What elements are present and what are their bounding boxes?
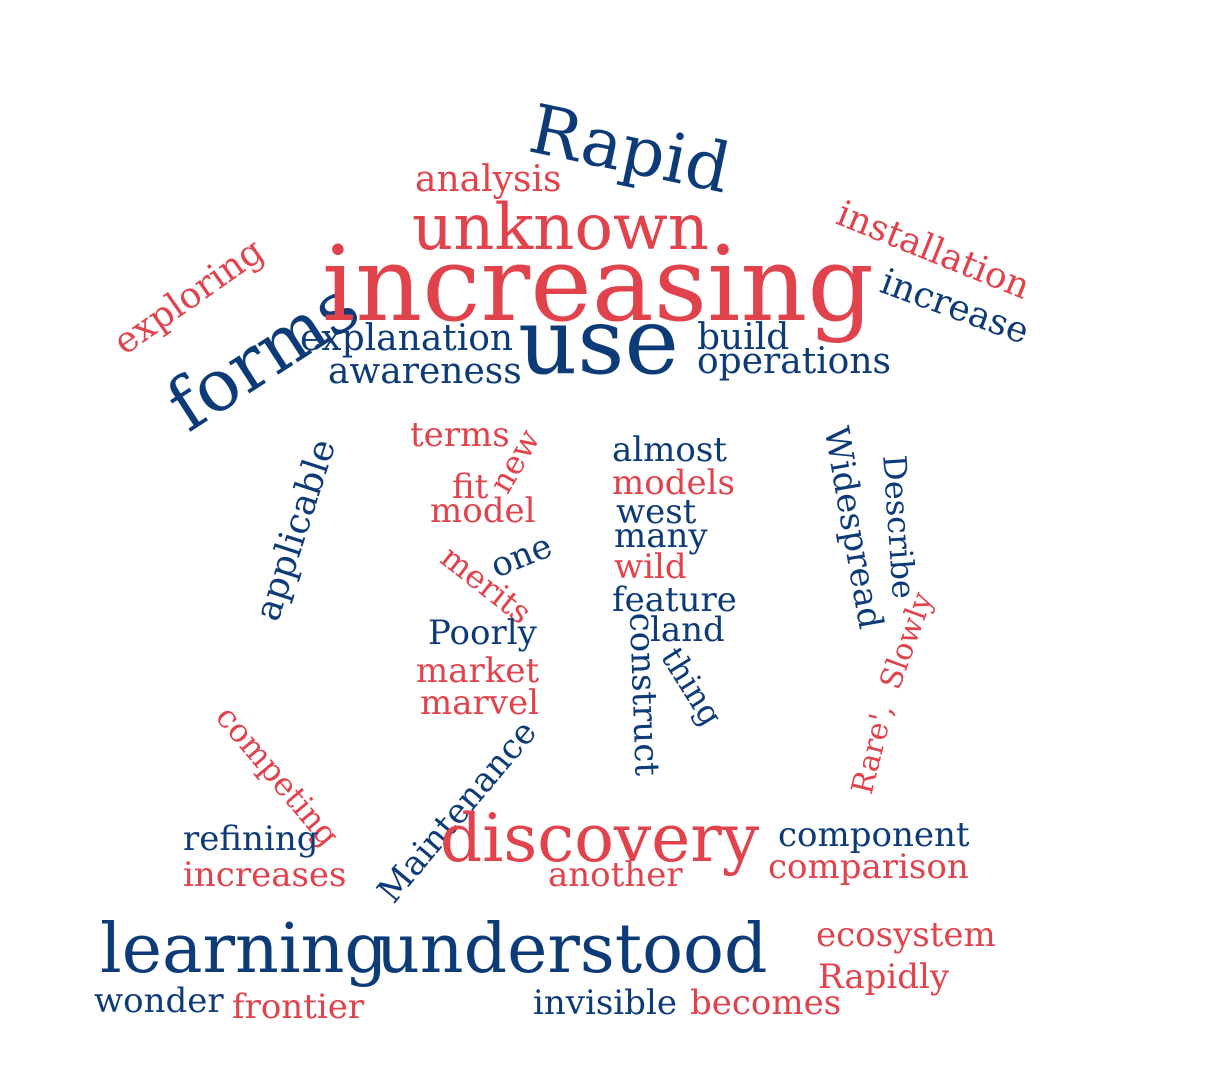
word-describe: Describe bbox=[875, 453, 924, 600]
word-understood: understood bbox=[376, 910, 768, 989]
word-operations: operations bbox=[697, 341, 892, 382]
word-use: use bbox=[518, 288, 679, 395]
word-applicable: applicable bbox=[247, 434, 345, 626]
word-construct: construct bbox=[621, 611, 667, 777]
word-awareness: awareness bbox=[328, 351, 522, 392]
word-comparison: comparison bbox=[768, 847, 969, 887]
word-poorly: Poorly bbox=[428, 613, 537, 653]
word-explanation: explanation bbox=[300, 318, 514, 359]
word-unknown: unknown bbox=[412, 191, 709, 265]
word-market: market bbox=[416, 651, 540, 691]
word-almost: almost bbox=[612, 430, 727, 470]
word-component: component bbox=[778, 815, 970, 855]
word-feature: feature bbox=[612, 580, 737, 620]
word-refining: refining bbox=[183, 819, 319, 859]
word-another: another bbox=[548, 855, 683, 895]
word-thing: thing bbox=[653, 640, 731, 733]
word-fit: fit bbox=[452, 467, 489, 507]
word-rare: Rare', bbox=[845, 700, 902, 798]
word-ecosystem: ecosystem bbox=[816, 915, 996, 955]
word-rapidly: Rapidly bbox=[818, 957, 950, 997]
word-learning: learning bbox=[100, 910, 388, 989]
word-wonder: wonder bbox=[94, 981, 224, 1021]
word-land: land bbox=[650, 610, 725, 650]
word-invisible: invisible bbox=[533, 983, 677, 1023]
word-analysis: analysis bbox=[415, 159, 562, 200]
word-build: build bbox=[697, 317, 790, 358]
word-models: models bbox=[612, 463, 735, 503]
word-model: model bbox=[430, 491, 536, 531]
word-increasing: increasing bbox=[322, 223, 874, 345]
word-wild: wild bbox=[614, 547, 687, 587]
word-discovery: discovery bbox=[440, 800, 760, 877]
word-marvel: marvel bbox=[420, 683, 539, 723]
word-west: west bbox=[616, 492, 697, 532]
word-terms: terms bbox=[410, 415, 510, 455]
word-becomes: becomes bbox=[690, 983, 842, 1023]
word-many: many bbox=[614, 516, 708, 556]
word-widespread: Widespread bbox=[815, 423, 891, 633]
word-frontier: frontier bbox=[232, 987, 365, 1027]
word-increases: increases bbox=[183, 855, 347, 895]
